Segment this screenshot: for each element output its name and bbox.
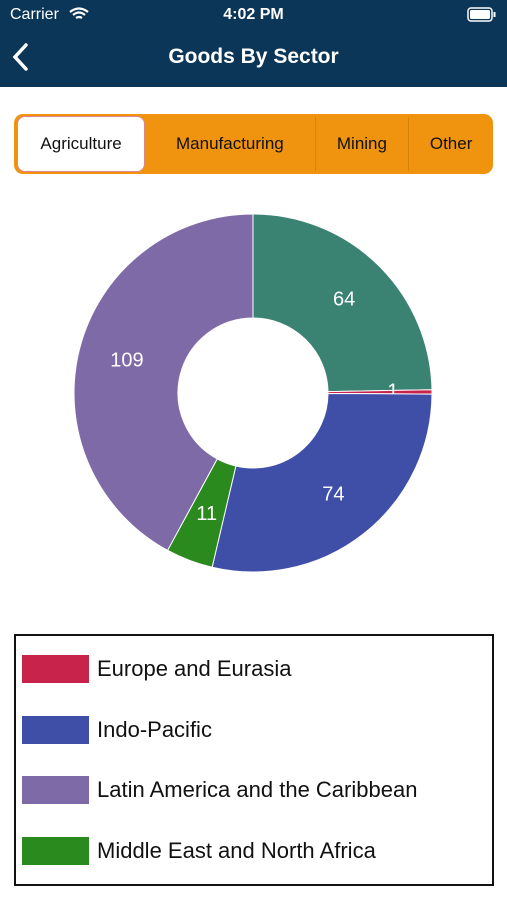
value-label: 11 bbox=[196, 503, 217, 525]
segmented-control: Agriculture Manufacturing Mining Other bbox=[14, 114, 493, 174]
screen-title: Goods By Sector bbox=[168, 45, 339, 68]
legend-item: Latin America and the Caribbean bbox=[22, 775, 417, 805]
donut-slice bbox=[211, 392, 433, 573]
legend-swatch bbox=[22, 715, 89, 744]
clock: 4:02 PM bbox=[223, 6, 284, 23]
nav-bar: Carrier 4:02 PM Goods By Sector bbox=[0, 0, 507, 87]
legend-item: Europe and Eurasia bbox=[22, 654, 291, 684]
donut-slice bbox=[252, 213, 433, 393]
tab[interactable]: Manufacturing bbox=[176, 134, 284, 153]
value-label: 64 bbox=[333, 289, 355, 311]
tab[interactable]: Agriculture bbox=[17, 116, 146, 172]
value-label: 109 bbox=[110, 349, 143, 371]
legend-swatch bbox=[22, 836, 89, 865]
donut-chart: 64 1 74 11 109 bbox=[73, 213, 433, 573]
legend-swatch bbox=[22, 655, 89, 683]
back-button[interactable] bbox=[10, 40, 34, 74]
carrier: Carrier bbox=[10, 6, 59, 23]
wifi-icon bbox=[69, 7, 89, 19]
tab[interactable]: Other bbox=[408, 117, 493, 171]
legend-label: Latin America and the Caribbean bbox=[97, 777, 418, 802]
value-label: 74 bbox=[322, 483, 344, 505]
tab[interactable]: Mining bbox=[314, 117, 409, 171]
legend: Europe and Eurasia Indo-Pacific Latin Amer… bbox=[14, 634, 494, 886]
legend-label: Europe and Eurasia bbox=[97, 656, 292, 681]
legend-item: Middle East and North Africa bbox=[22, 836, 376, 866]
battery-icon bbox=[467, 7, 496, 22]
value-label: 1 bbox=[387, 380, 398, 402]
legend-item: Indo-Pacific bbox=[22, 715, 212, 745]
legend-label: Indo-Pacific bbox=[97, 716, 212, 742]
legend-label: Middle East and North Africa bbox=[97, 837, 376, 863]
donut-slice bbox=[73, 213, 254, 551]
legend-swatch bbox=[22, 776, 89, 804]
